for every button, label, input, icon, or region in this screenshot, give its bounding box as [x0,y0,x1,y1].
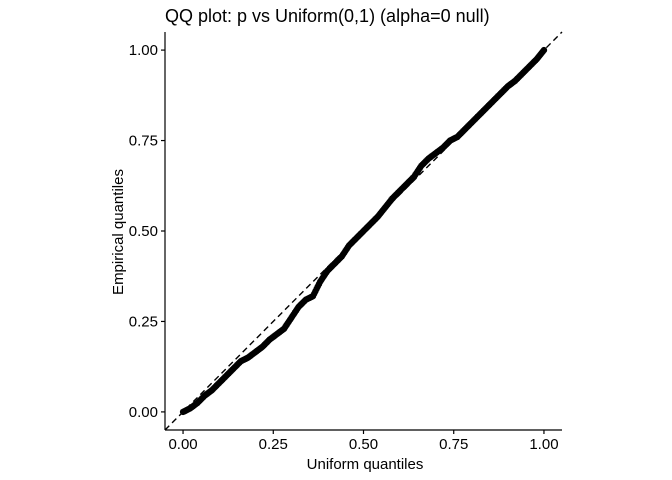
y-tick-label: 0.50 [129,223,158,240]
x-tick-label: 0.25 [259,436,288,453]
chart-title: QQ plot: p vs Uniform(0,1) (alpha=0 null… [165,6,490,26]
y-tick-label: 0.75 [129,133,158,150]
x-tick-label: 0.75 [439,436,468,453]
y-tick-label: 0.00 [129,404,158,421]
x-tick-label: 1.00 [529,436,558,453]
x-tick-label: 0.00 [168,436,197,453]
qq-point [540,46,548,54]
x-tick-label: 0.50 [349,436,378,453]
plot-area [164,31,563,431]
axes: 0.00 0.25 0.50 0.75 1.00 0.00 0.25 0.50 0.75 1.00 [129,32,562,453]
y-tick-label: 0.25 [129,313,158,330]
x-axis-title: Uniform quantiles [307,456,424,473]
y-tick-label: 1.00 [129,42,158,59]
y-axis-title: Empirical quantiles [110,169,127,295]
